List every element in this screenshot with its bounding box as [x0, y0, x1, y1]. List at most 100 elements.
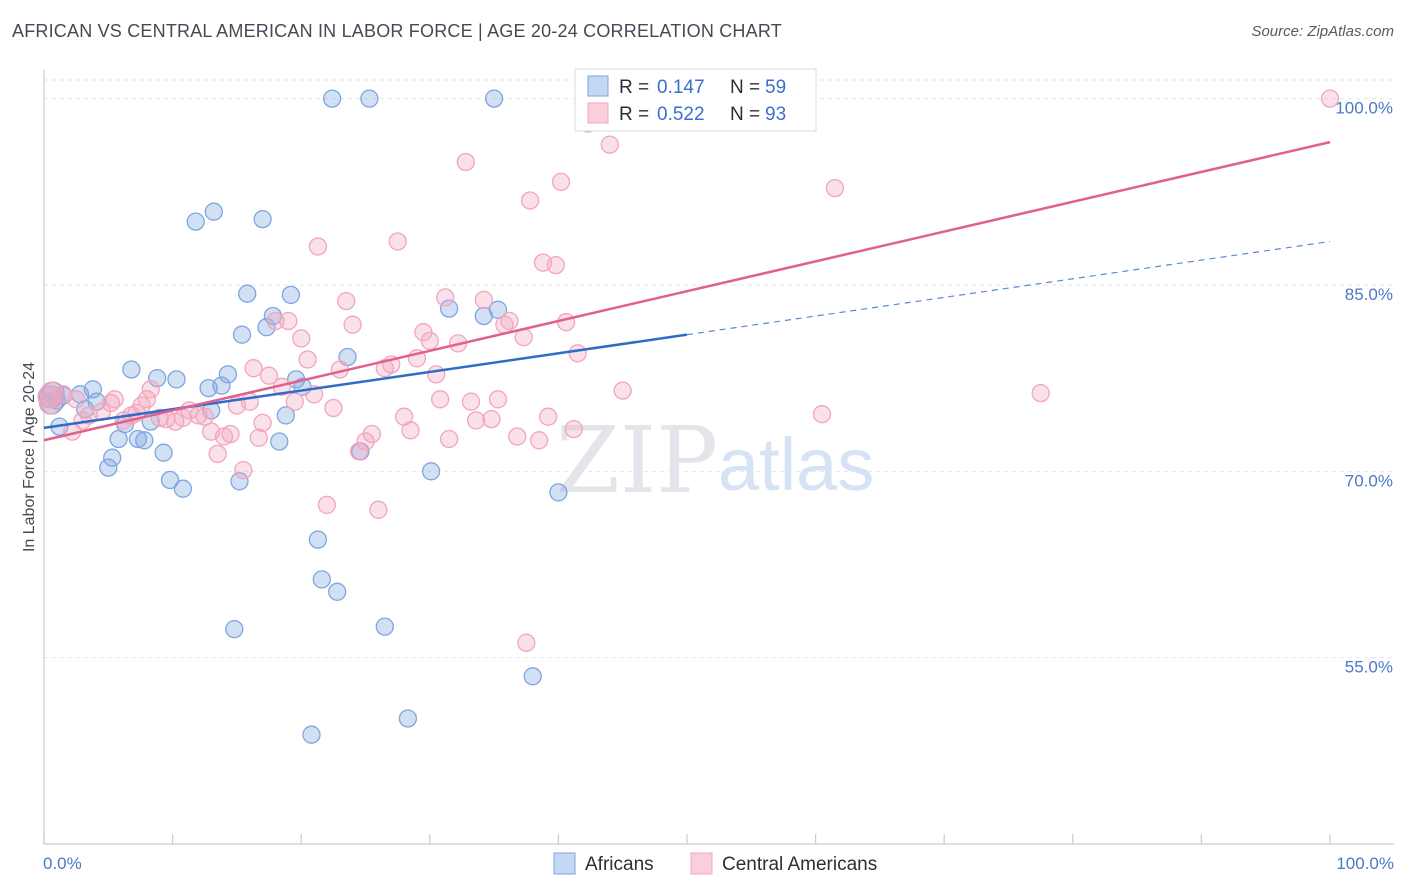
x-tick-label-max: 100.0%	[1336, 854, 1394, 873]
central-americans-point	[349, 442, 369, 461]
africans-point	[398, 709, 418, 728]
africans-point	[128, 429, 148, 449]
central-americans-point	[482, 409, 501, 429]
central-americans-point	[439, 429, 459, 449]
central-americans-point	[189, 406, 208, 425]
central-americans-point	[420, 331, 439, 351]
central-americans-point	[279, 311, 298, 331]
central-americans-point	[369, 500, 388, 519]
africans-point	[276, 406, 295, 425]
central-americans-point	[208, 444, 227, 464]
central-americans-point	[474, 290, 493, 310]
central-americans-point	[141, 380, 160, 399]
watermark-zip: ZIP	[556, 407, 718, 514]
africans-point	[484, 89, 504, 108]
legend: R = 0.147 N = 59 R = 0.522 N = 93	[574, 68, 817, 132]
central-americans-point	[259, 366, 279, 385]
legend-box	[574, 68, 817, 132]
legend-n-value-1: 93	[765, 104, 786, 125]
legend-r-value-0: 0.147	[657, 77, 705, 98]
central-americans-point	[461, 392, 481, 411]
central-americans-point	[362, 424, 382, 444]
central-americans-point	[466, 411, 486, 430]
central-americans-point	[105, 390, 124, 409]
central-americans-point	[266, 311, 285, 331]
africans-point	[549, 483, 568, 502]
africans-point	[186, 212, 205, 231]
y-tick-label: 70.0%	[1345, 471, 1393, 490]
central-americans-point	[613, 381, 632, 400]
central-americans-point	[401, 421, 420, 440]
central-americans-point	[240, 392, 259, 411]
africans-point	[148, 368, 167, 388]
central-americans-point	[600, 135, 619, 154]
central-americans-point	[388, 232, 407, 251]
bottom-legend: Africans Central Americans	[553, 852, 877, 875]
central-americans-point	[1031, 383, 1050, 403]
watermark-atlas: atlas	[718, 423, 874, 506]
central-americans-points	[37, 89, 1340, 652]
africans-point	[257, 318, 276, 337]
central-americans-point	[551, 172, 571, 192]
central-americans-point	[500, 311, 519, 331]
africans-point	[375, 617, 394, 636]
africans-point	[87, 392, 106, 411]
watermark: ZIP atlas	[556, 407, 874, 514]
central-americans-point	[221, 424, 240, 444]
central-americans-point	[308, 237, 328, 256]
africans-point	[160, 470, 180, 490]
africans-point	[230, 472, 249, 491]
bottom-legend-swatch-africans	[553, 852, 576, 875]
central-americans-point	[556, 313, 576, 332]
chart-title: AFRICAN VS CENTRAL AMERICAN IN LABOR FOR…	[12, 21, 782, 41]
africans-point	[328, 582, 347, 601]
legend-r-label-0: R =	[619, 77, 649, 98]
bottom-legend-label-africans: Africans	[585, 854, 654, 875]
central-americans-point	[825, 178, 845, 198]
central-americans-point	[436, 288, 455, 307]
central-americans-point	[356, 432, 375, 451]
central-americans-point	[137, 390, 157, 409]
trend-lines	[43, 140, 1331, 442]
legend-n-label-0: N =	[730, 77, 760, 98]
legend-n-value-0: 59	[765, 77, 786, 98]
legend-r-value-1: 0.522	[657, 104, 705, 125]
africans-point	[421, 462, 441, 481]
central-americans-point	[324, 398, 343, 418]
central-americans-point	[427, 365, 446, 384]
africans-point	[135, 431, 154, 450]
central-americans-point	[337, 291, 356, 311]
africans-point	[154, 443, 173, 462]
africans-point	[173, 479, 193, 498]
africans-point	[238, 284, 257, 303]
central-americans-point	[568, 344, 587, 363]
africans-trend-extension	[686, 240, 1331, 336]
africans-point	[122, 360, 141, 379]
x-tick-label-min: 0.0%	[43, 854, 82, 873]
africans-point	[167, 370, 186, 389]
central-americans-point	[538, 407, 558, 426]
central-americans-point	[67, 390, 86, 409]
y-tick-label: 100.0%	[1335, 99, 1393, 118]
central-americans-point	[173, 408, 193, 428]
africans-point	[218, 365, 238, 384]
central-americans-point	[430, 390, 450, 409]
africans-point	[281, 285, 301, 305]
y-axis-label: In Labor Force | Age 20-24	[21, 362, 38, 552]
legend-n-label-1: N =	[730, 104, 760, 125]
africans-point	[523, 667, 542, 686]
x-ticks	[43, 834, 1331, 844]
central-americans-point	[488, 390, 508, 409]
axes	[43, 70, 1394, 845]
central-americans-point	[343, 315, 362, 334]
y-tick-label: 55.0%	[1345, 658, 1393, 677]
africans-point	[232, 325, 252, 344]
central-americans-point	[317, 495, 337, 515]
central-americans-point	[285, 392, 304, 411]
central-americans-point	[1320, 89, 1340, 108]
central-americans-point	[244, 359, 263, 378]
central-americans-point	[456, 152, 475, 172]
y-tick-labels: 55.0% 70.0% 85.0% 100.0%	[1335, 99, 1393, 677]
africans-point	[308, 530, 328, 549]
